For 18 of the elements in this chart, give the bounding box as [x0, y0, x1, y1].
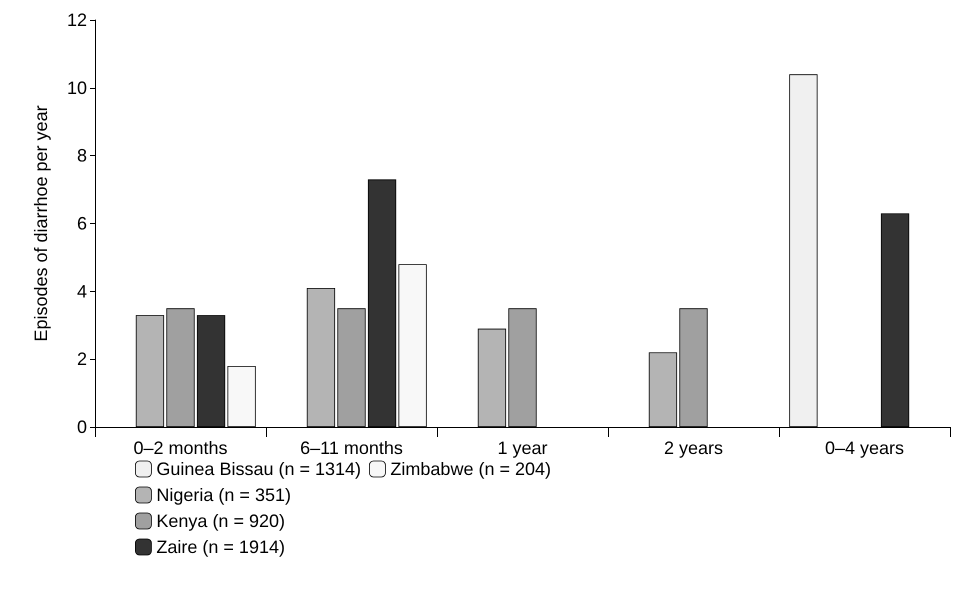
legend-label: Guinea Bissau (n = 1314): [156, 459, 362, 479]
y-axis-title: Episodes of diarrhoe per year: [31, 105, 51, 342]
legend-label: Zimbabwe (n = 204): [390, 459, 552, 479]
y-tick-label: 6: [76, 214, 87, 234]
x-tick-label: 2 years: [664, 438, 724, 458]
x-tick-label: 0–4 years: [824, 438, 904, 458]
legend-label: Nigeria (n = 351): [156, 485, 291, 505]
y-tick-label: 4: [76, 281, 87, 302]
x-tick-label: 6–11 months: [300, 438, 403, 458]
y-tick-label: 8: [76, 146, 87, 166]
y-tick-label: 0: [76, 417, 87, 437]
x-tick-label: 0–2 months: [133, 438, 228, 458]
y-tick-label: 2: [76, 349, 87, 370]
y-tick-label: 10: [66, 78, 87, 98]
x-tick-label: 1 year: [497, 438, 548, 458]
legend-label: Zaire (n = 1914): [156, 537, 285, 557]
y-tick-label: 12: [66, 10, 87, 30]
legend-label: Kenya (n = 920): [156, 511, 285, 531]
